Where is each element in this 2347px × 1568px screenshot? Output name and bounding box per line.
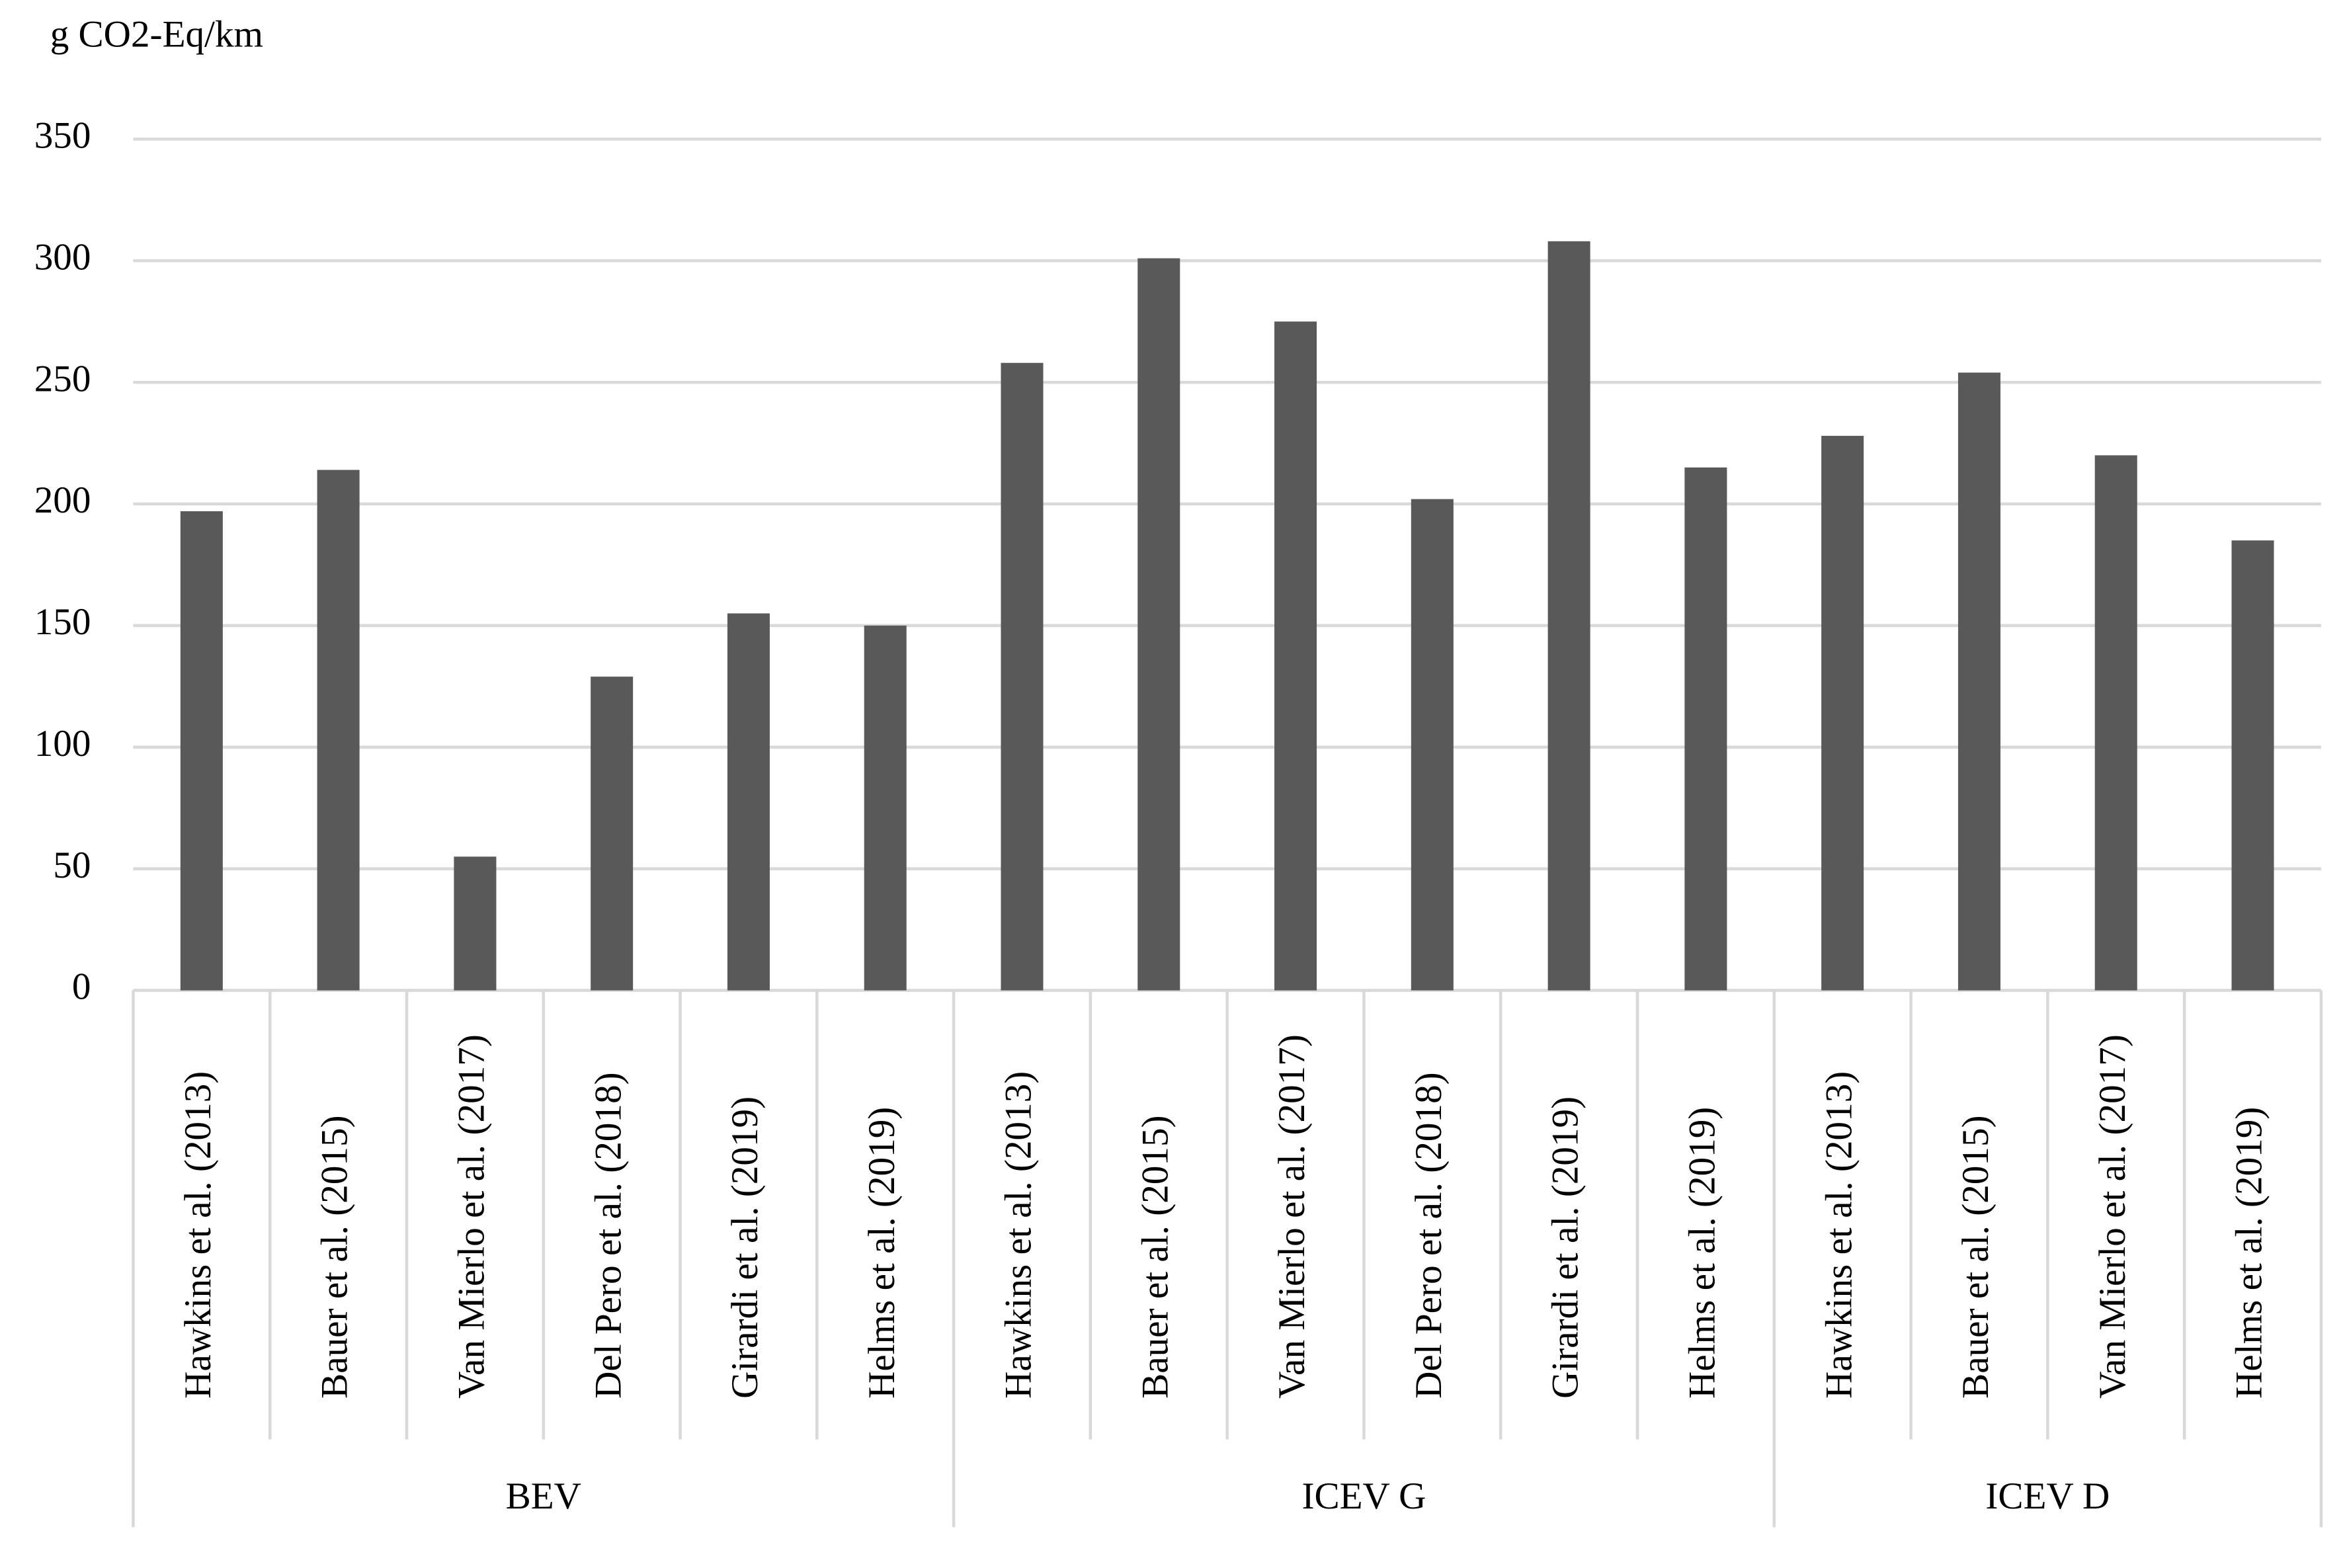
x-tick-label: Helms et al. (2019): [1682, 1107, 1723, 1399]
x-tick-label: Hawkins et al. (2013): [1818, 1071, 1860, 1399]
bar: [180, 511, 223, 991]
group-label: BEV: [506, 1475, 581, 1517]
bar: [1957, 372, 2000, 991]
y-tick-label: 0: [72, 966, 91, 1008]
bar: [1001, 362, 1044, 991]
x-tick-label: Helms et al. (2019): [861, 1107, 903, 1399]
bar: [454, 856, 497, 991]
x-tick-label: Van Mierlo et al. (2017): [1271, 1034, 1313, 1399]
bar: [1137, 258, 1180, 991]
x-tick-label: Del Pero et al. (2018): [1408, 1072, 1450, 1399]
y-tick-label: 300: [34, 236, 91, 278]
x-tick-label: Helms et al. (2019): [2229, 1107, 2270, 1399]
bar: [317, 470, 360, 991]
bar: [2231, 540, 2274, 991]
bar: [591, 677, 634, 991]
x-tick-label: Hawkins et al. (2013): [998, 1071, 1040, 1399]
bar: [1821, 436, 1864, 991]
bar: [864, 625, 907, 991]
group-label: ICEV G: [1301, 1475, 1426, 1517]
x-tick-label: Del Pero et al. (2018): [587, 1072, 629, 1399]
x-tick-label: Girardi et al. (2019): [1545, 1096, 1586, 1399]
x-tick-label: Hawkins et al. (2013): [177, 1071, 219, 1399]
y-tick-label: 150: [34, 601, 91, 643]
x-tick-label: Bauer et al. (2015): [314, 1115, 356, 1399]
bar: [727, 613, 770, 991]
x-tick-label: Van Mierlo et al. (2017): [2092, 1034, 2133, 1399]
y-tick-label: 50: [53, 845, 91, 886]
y-tick-label: 250: [34, 358, 91, 399]
y-tick-label: 350: [34, 114, 91, 156]
x-tick-label: Van Mierlo et al. (2017): [451, 1034, 493, 1399]
bar: [2094, 455, 2137, 991]
x-tick-label: Girardi et al. (2019): [724, 1096, 766, 1399]
bar: [1274, 321, 1317, 991]
y-tick-label: 200: [34, 479, 91, 521]
y-axis-label: g CO2-Eq/km: [50, 13, 263, 55]
bar: [1684, 467, 1727, 991]
bar: [1411, 499, 1454, 991]
x-tick-label: Bauer et al. (2015): [1955, 1115, 1997, 1399]
y-tick-label: 100: [34, 723, 91, 764]
group-label: ICEV D: [1985, 1475, 2110, 1517]
x-tick-label: Bauer et al. (2015): [1134, 1115, 1176, 1399]
bar: [1547, 241, 1590, 991]
